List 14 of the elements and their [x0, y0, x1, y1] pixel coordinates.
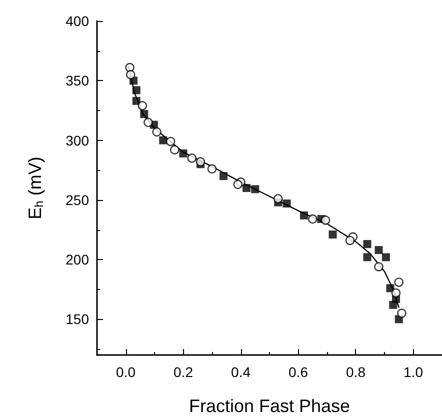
- x-tick-label: 0.8: [346, 364, 366, 380]
- x-axis-title: Fraction Fast Phase: [188, 396, 350, 416]
- y-tick-label: 350: [66, 72, 90, 89]
- x-tick-label: 0.4: [231, 364, 251, 380]
- x-tick-label: 0.6: [288, 364, 308, 380]
- x-tick-label: 0.0: [116, 364, 136, 380]
- x-tick-label: 0.2: [174, 364, 194, 380]
- y-tick-label: 300: [66, 132, 90, 148]
- y-tick-label: 400: [66, 13, 90, 29]
- x-tick-label: 1.0: [404, 364, 424, 380]
- y-tick-label: 150: [66, 311, 90, 328]
- y-tick-label: 200: [66, 252, 90, 268]
- y-axis-title: Eh (mV): [25, 156, 46, 220]
- y-tick-label: 250: [66, 192, 90, 208]
